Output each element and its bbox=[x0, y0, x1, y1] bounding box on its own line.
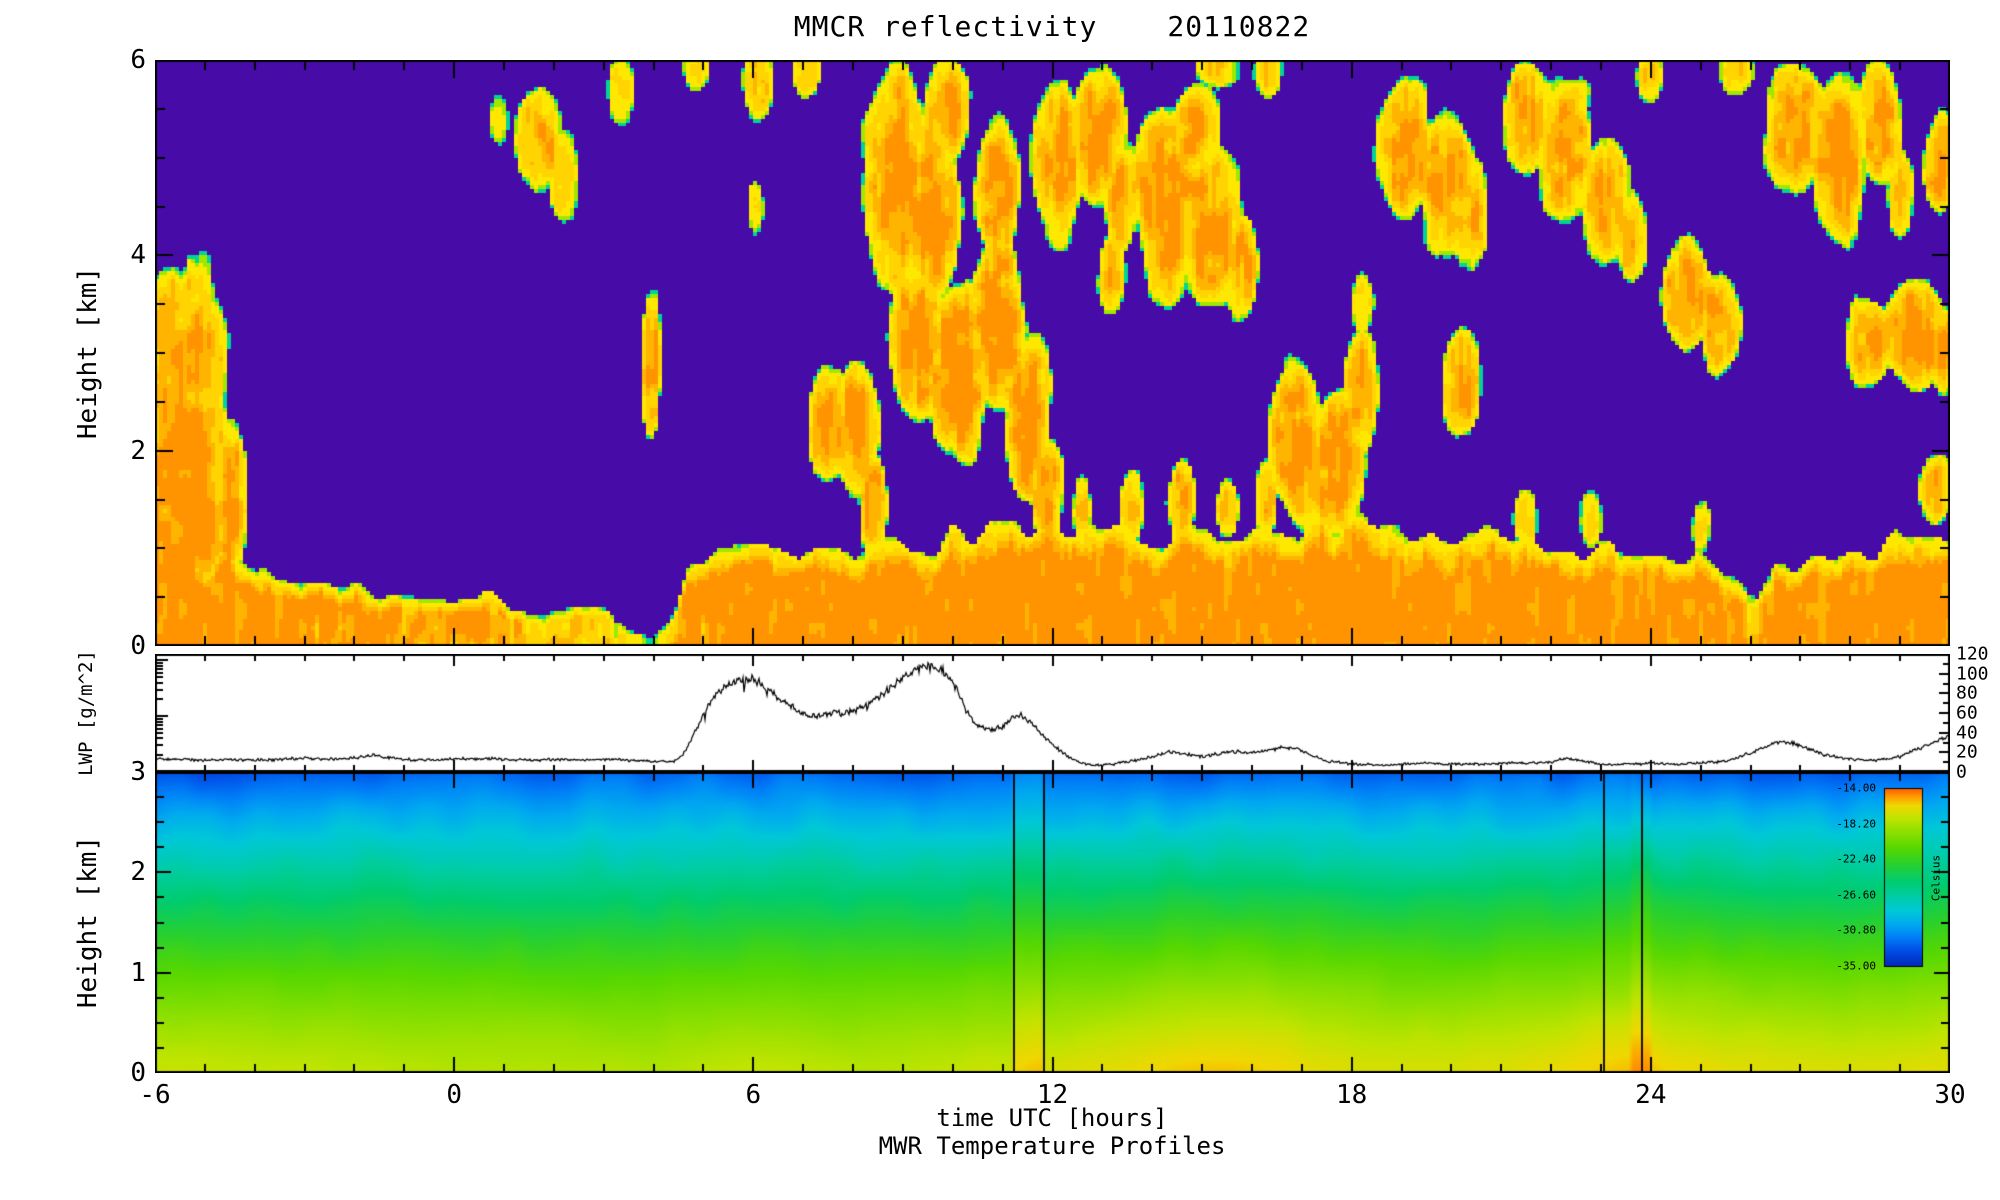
lwp-y-tick-0: 0 bbox=[1956, 761, 1967, 783]
x-tick-label-0: 0 bbox=[446, 1080, 462, 1110]
reflectivity-heatmap bbox=[155, 60, 1950, 646]
reflectivity-y-tick-4: 4 bbox=[130, 240, 146, 271]
colorbar-label-1: -18.20 bbox=[1836, 817, 1876, 831]
temperature-y-tick-2: 2 bbox=[130, 857, 146, 888]
temperature-heatmap bbox=[155, 772, 1950, 1073]
temperature-y-tick-0: 0 bbox=[130, 1058, 146, 1088]
lwp-y-axis-label: LWP [g/m^2] bbox=[75, 650, 97, 776]
temperature-panel-title: MWR Temperature Profiles bbox=[878, 1132, 1226, 1160]
temperature-y-tick-1: 1 bbox=[130, 957, 146, 988]
colorbar-label-3: -26.60 bbox=[1836, 888, 1876, 902]
colorbar-label-5: -35.00 bbox=[1836, 959, 1876, 973]
lwp-y-tick-100: 100 bbox=[1956, 663, 1989, 685]
lwp-y-tick-20: 20 bbox=[1956, 741, 1978, 763]
x-tick-label-24: 24 bbox=[1635, 1080, 1667, 1110]
reflectivity-y-tick-6: 6 bbox=[130, 45, 146, 75]
lwp-y-tick-40: 40 bbox=[1956, 722, 1978, 744]
figure-title-date: 20110822 bbox=[1167, 10, 1311, 43]
x-tick-label-12: 12 bbox=[1036, 1080, 1069, 1110]
colorbar-title: Celsius bbox=[1929, 854, 1943, 902]
x-tick-label-18: 18 bbox=[1336, 1080, 1368, 1110]
lwp-y-tick-80: 80 bbox=[1956, 682, 1978, 704]
lwp-y-tick-60: 60 bbox=[1956, 702, 1978, 724]
colorbar-label-0: -14.00 bbox=[1836, 781, 1876, 795]
figure-title: MMCR reflectivity 20110822 bbox=[794, 10, 1310, 43]
colorbar-label-4: -30.80 bbox=[1836, 923, 1876, 937]
reflectivity-y-tick-2: 2 bbox=[130, 435, 146, 466]
figure-title-main: MMCR reflectivity bbox=[793, 10, 1098, 43]
reflectivity-y-axis-label: Height [km] bbox=[73, 266, 103, 440]
lwp-line-chart bbox=[155, 654, 1950, 772]
temperature-y-axis-label: Height [km] bbox=[73, 835, 103, 1009]
x-tick-label-6: 6 bbox=[745, 1080, 762, 1110]
x-tick-label-30: 30 bbox=[1934, 1080, 1966, 1110]
lwp-y-tick-120: 120 bbox=[1956, 643, 1989, 665]
colorbar-label-2: -22.40 bbox=[1836, 852, 1876, 866]
reflectivity-y-tick-0: 0 bbox=[130, 631, 146, 661]
x-tick-label--6: -6 bbox=[139, 1080, 171, 1110]
temperature-y-tick-3: 3 bbox=[130, 757, 146, 787]
x-axis-label: time UTC [hours] bbox=[936, 1104, 1168, 1132]
